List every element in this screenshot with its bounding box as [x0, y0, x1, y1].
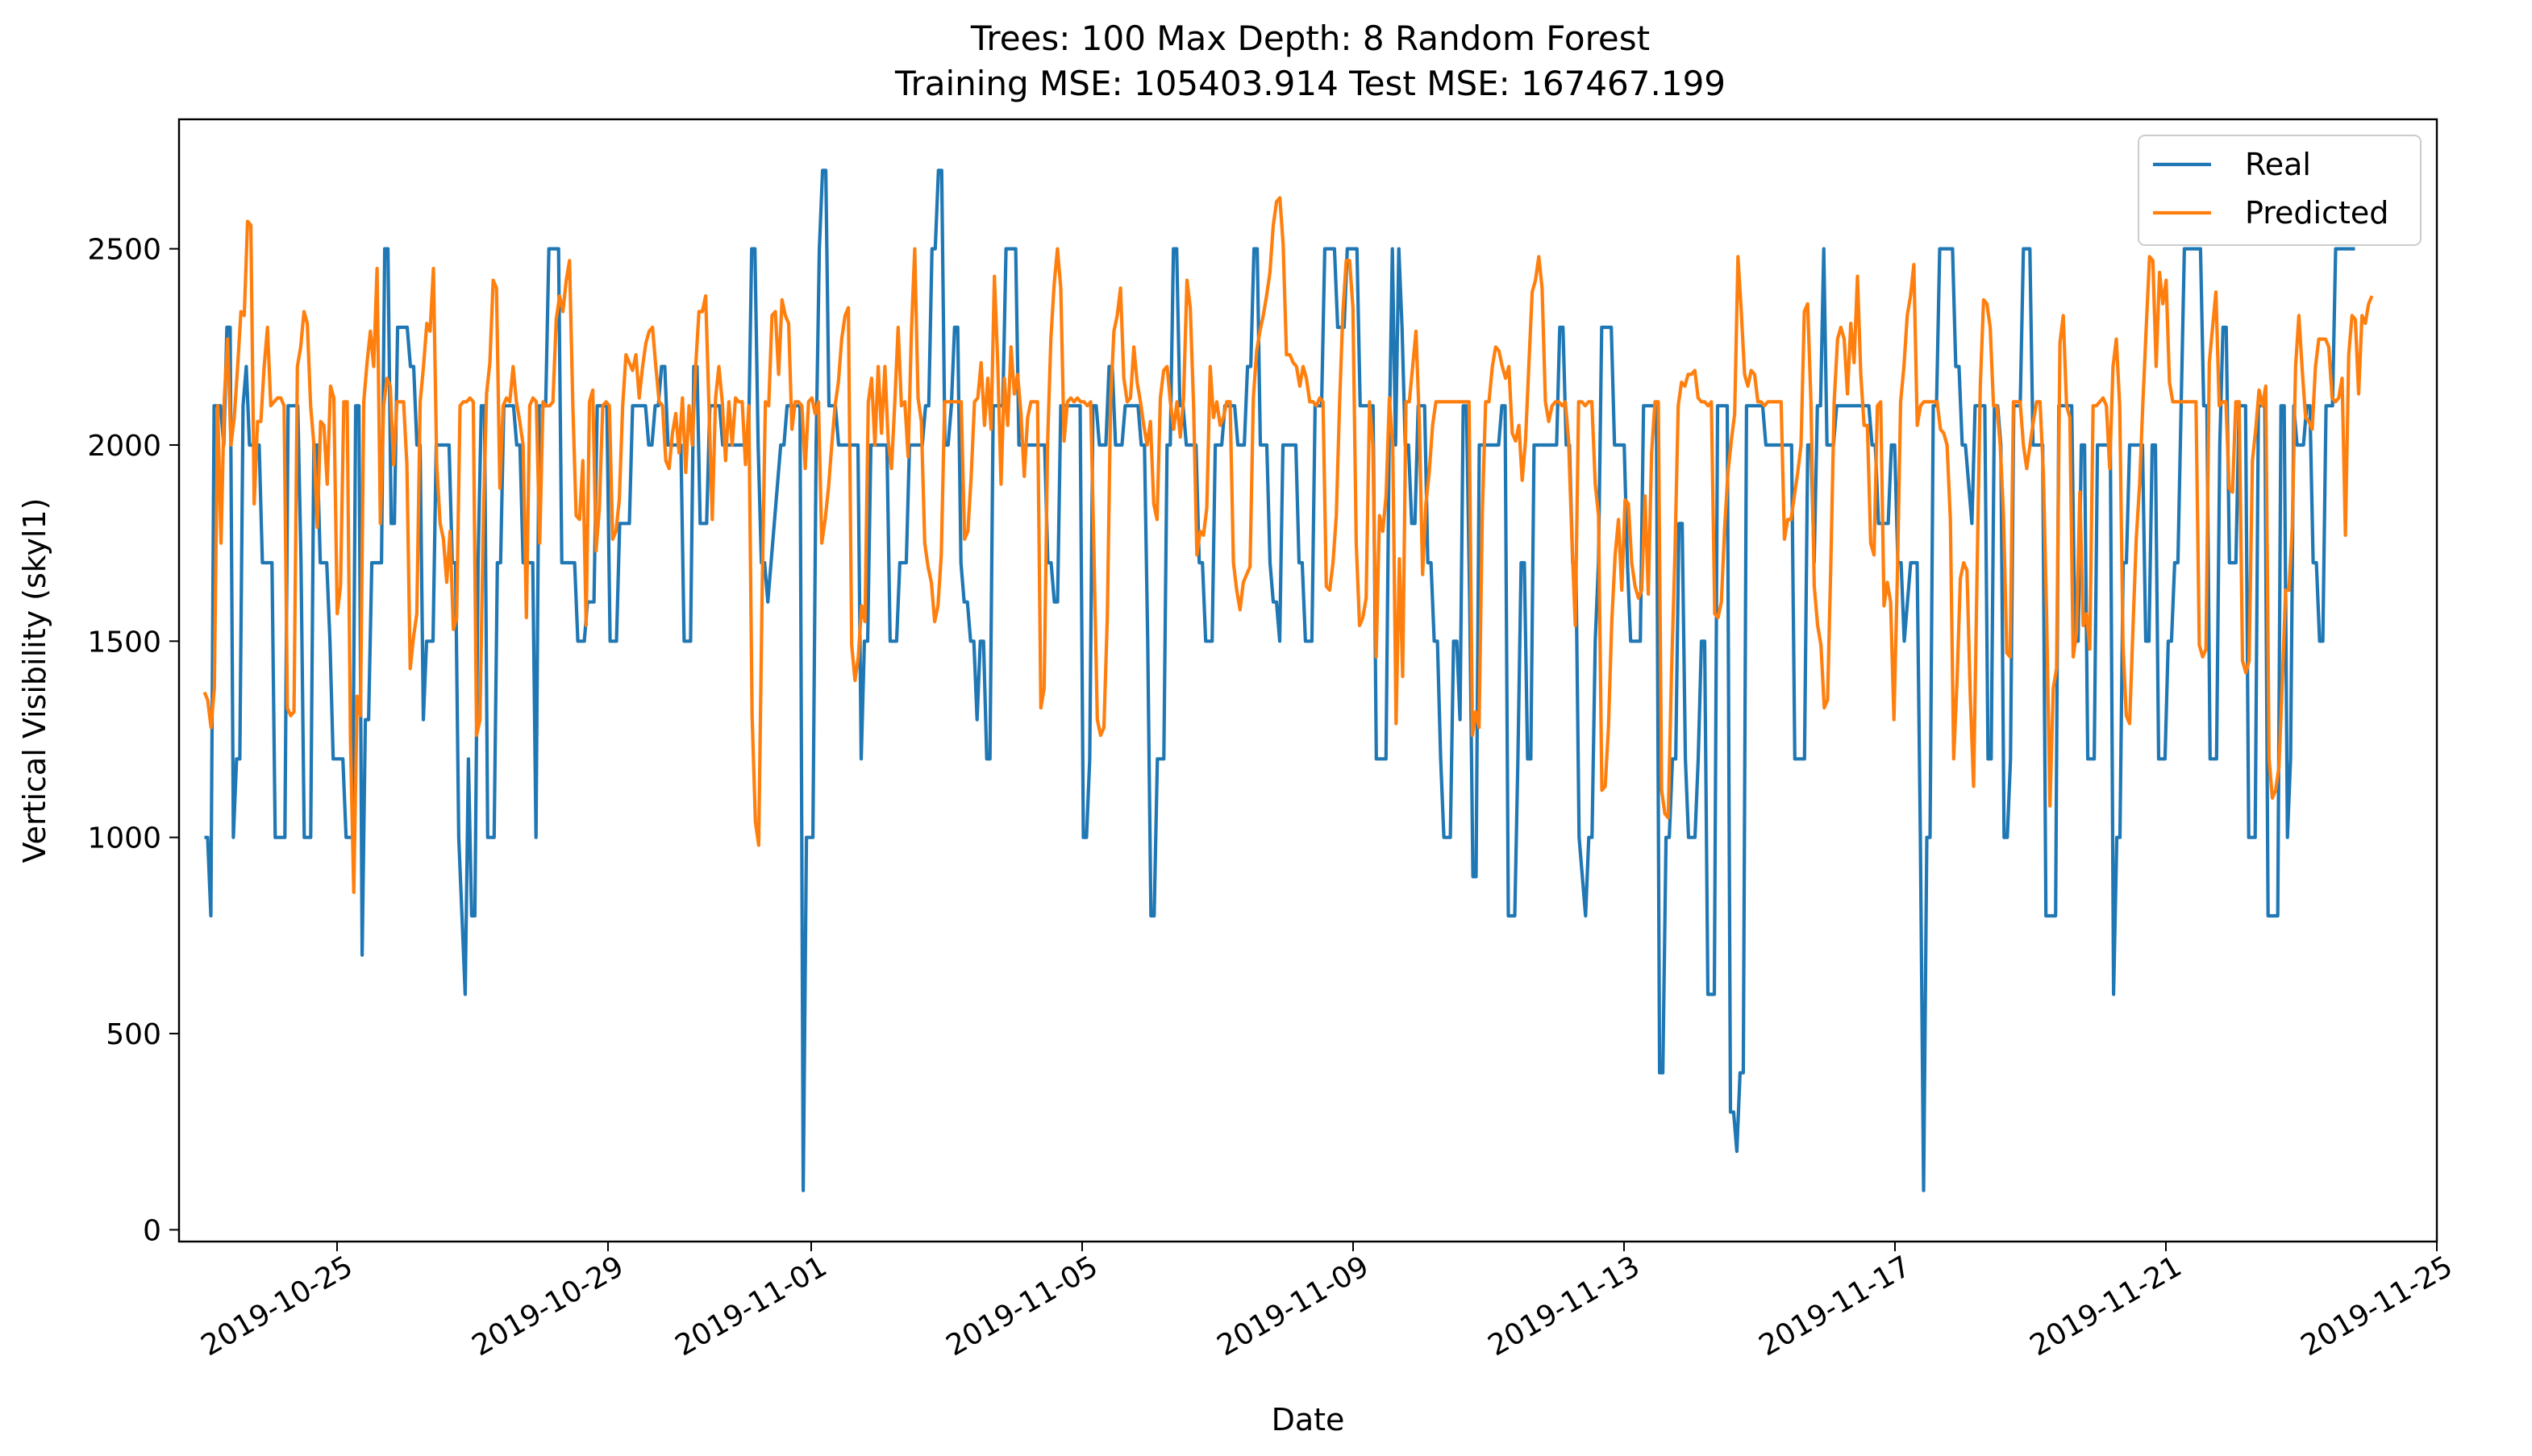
- y-tick-label: 2500: [87, 234, 161, 267]
- legend: Real Predicted: [2138, 135, 2422, 246]
- y-axis-label: Vertical Visibility (skyl1): [17, 498, 52, 863]
- y-tick-label: 1500: [87, 626, 161, 659]
- y-tick-label: 2000: [87, 430, 161, 463]
- y-tick-label: 1000: [87, 822, 161, 855]
- plot-area-frame: [177, 118, 2438, 1243]
- chart-title-line-2: Training MSE: 105403.914 Test MSE: 16746…: [894, 64, 1726, 103]
- y-tick-label: 0: [143, 1214, 161, 1247]
- chart-title-line-1: Trees: 100 Max Depth: 8 Random Forest: [970, 19, 1650, 58]
- x-axis-label: Date: [1272, 1402, 1345, 1437]
- series-line-predicted: [202, 196, 2374, 894]
- y-axis-ticks: 0 500 1000 1500 2000 2500: [87, 234, 179, 1247]
- legend-label-real: Real: [2245, 147, 2311, 182]
- legend-label-predicted: Predicted: [2245, 195, 2388, 231]
- y-tick-label: 500: [106, 1018, 161, 1051]
